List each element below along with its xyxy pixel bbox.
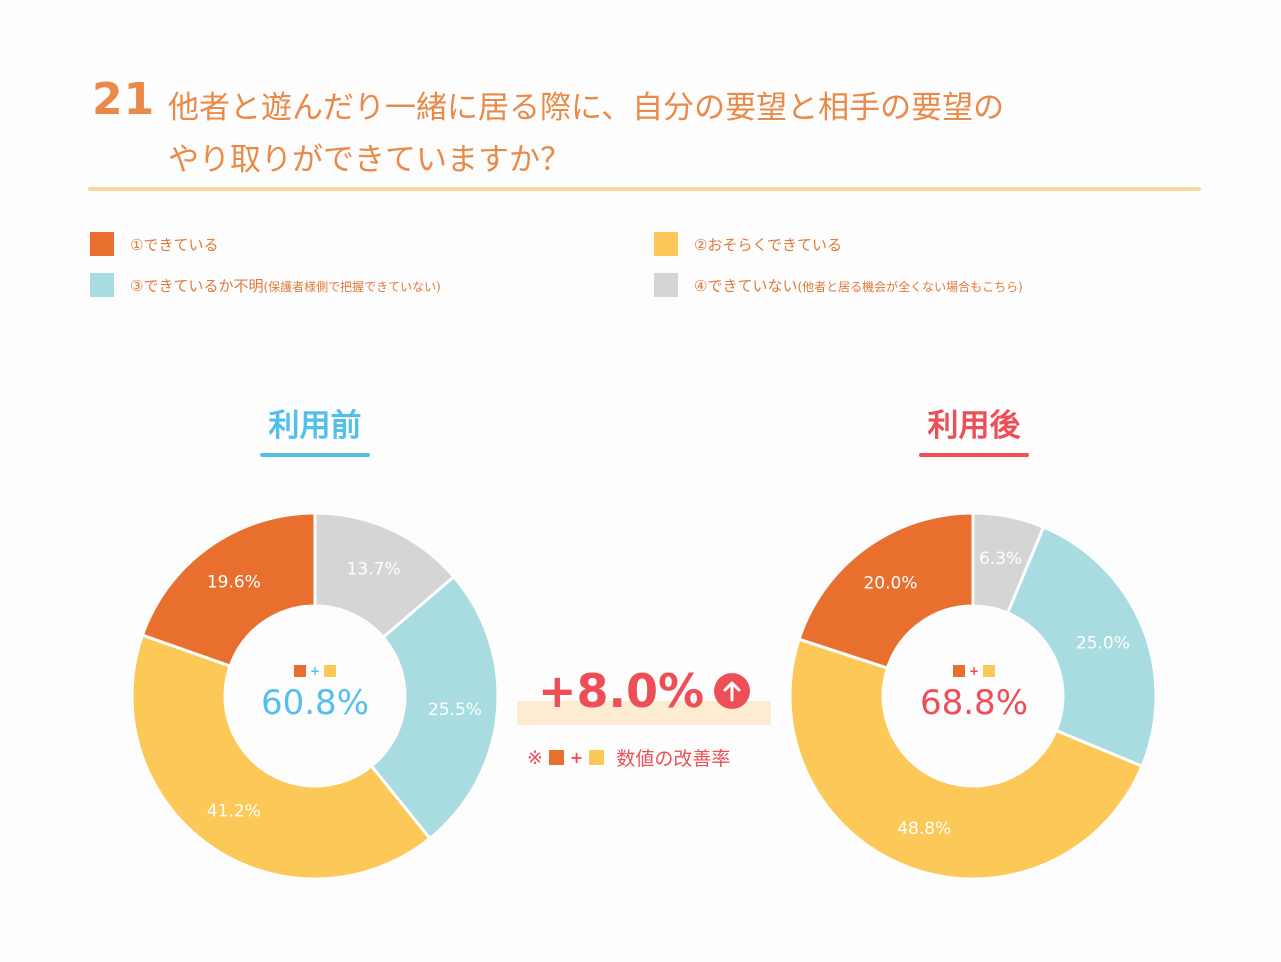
legend-label-4: ④できていない(他者と居る機会が全くない場合もこちら) (694, 276, 1023, 295)
center-summary-before: + 60.8% (215, 662, 415, 723)
legend-swatch-4 (654, 273, 678, 297)
panel-underline-after (919, 453, 1029, 457)
legend-item-2: ②おそらくできている (654, 232, 842, 256)
panel-title-after: 利用後 (874, 400, 1074, 457)
slice-label: 41.2% (207, 802, 261, 822)
legend-item-4: ④できていない(他者と居る機会が全くない場合もこちら) (654, 273, 1023, 297)
center-key-before: + (293, 664, 337, 678)
slice-label: 25.5% (428, 700, 482, 720)
slice-label: 48.8% (897, 819, 951, 839)
slice-deki-teiru (140, 511, 317, 668)
footnote-mark: ※ (527, 746, 543, 769)
slice-fumei (369, 575, 500, 840)
slice-label: 13.7% (347, 559, 401, 579)
slice-label: 19.6% (207, 572, 261, 592)
legend-swatch-1 (90, 232, 114, 256)
legend-label-1: ①できている (130, 235, 219, 254)
title-divider (88, 187, 1201, 191)
improvement-block: +8.0% (517, 664, 771, 725)
center-value-before: 60.8% (260, 683, 369, 723)
slice-osoraku (788, 637, 1144, 881)
slice-fumei (1006, 525, 1158, 768)
question-line-2: やり取りができていますか？ (168, 142, 571, 178)
footnote-text: 数値の改善率 (616, 748, 731, 770)
legend-swatch-3 (90, 273, 114, 297)
arrow-up-icon (714, 673, 751, 709)
footnote-plus: + (569, 748, 584, 767)
center-value-after: 68.8% (919, 683, 1028, 723)
question-title: 他者と遊んだり一緒に居る際に、自分の要望と相手の要望の やり取りができていますか… (168, 82, 1188, 186)
panel-underline-before (260, 453, 370, 457)
footnote-swatch-yellow (589, 750, 605, 765)
footnote-swatch-orange (548, 750, 564, 765)
panel-title-before: 利用前 (215, 400, 415, 457)
mini-swatch-orange (293, 665, 306, 677)
center-summary-after: + 68.8% (874, 662, 1074, 723)
question-number: 21 (92, 74, 156, 125)
mini-swatch-yellow (983, 665, 996, 677)
improvement-footnote: ※ + 数値の改善率 (527, 744, 730, 771)
slice-label: 20.0% (863, 573, 917, 593)
legend-label-2: ②おそらくできている (694, 235, 842, 254)
legend-swatch-2 (654, 232, 678, 256)
question-line-1: 他者と遊んだり一緒に居る際に、自分の要望と相手の要望の (168, 90, 1005, 126)
slice-deki-teiru (797, 511, 975, 670)
improvement-value: +8.0% (538, 664, 751, 718)
slice-osoraku (130, 633, 432, 881)
legend-item-3: ③できているか不明(保護者様側で把握できていない) (90, 273, 441, 297)
donut-chart-before: 13.7% 25.5% 41.2% 19.6% (130, 511, 500, 881)
mini-swatch-yellow (324, 665, 337, 677)
slice-label: 25.0% (1076, 633, 1130, 653)
center-key-after: + (952, 664, 996, 678)
mini-swatch-orange (952, 665, 965, 677)
donut-chart-after: 6.3% 25.0% 48.8% 20.0% (788, 511, 1158, 881)
slice-label: 6.3% (979, 549, 1022, 569)
legend-label-3: ③できているか不明(保護者様側で把握できていない) (130, 276, 441, 295)
legend-item-1: ①できている (90, 232, 218, 256)
